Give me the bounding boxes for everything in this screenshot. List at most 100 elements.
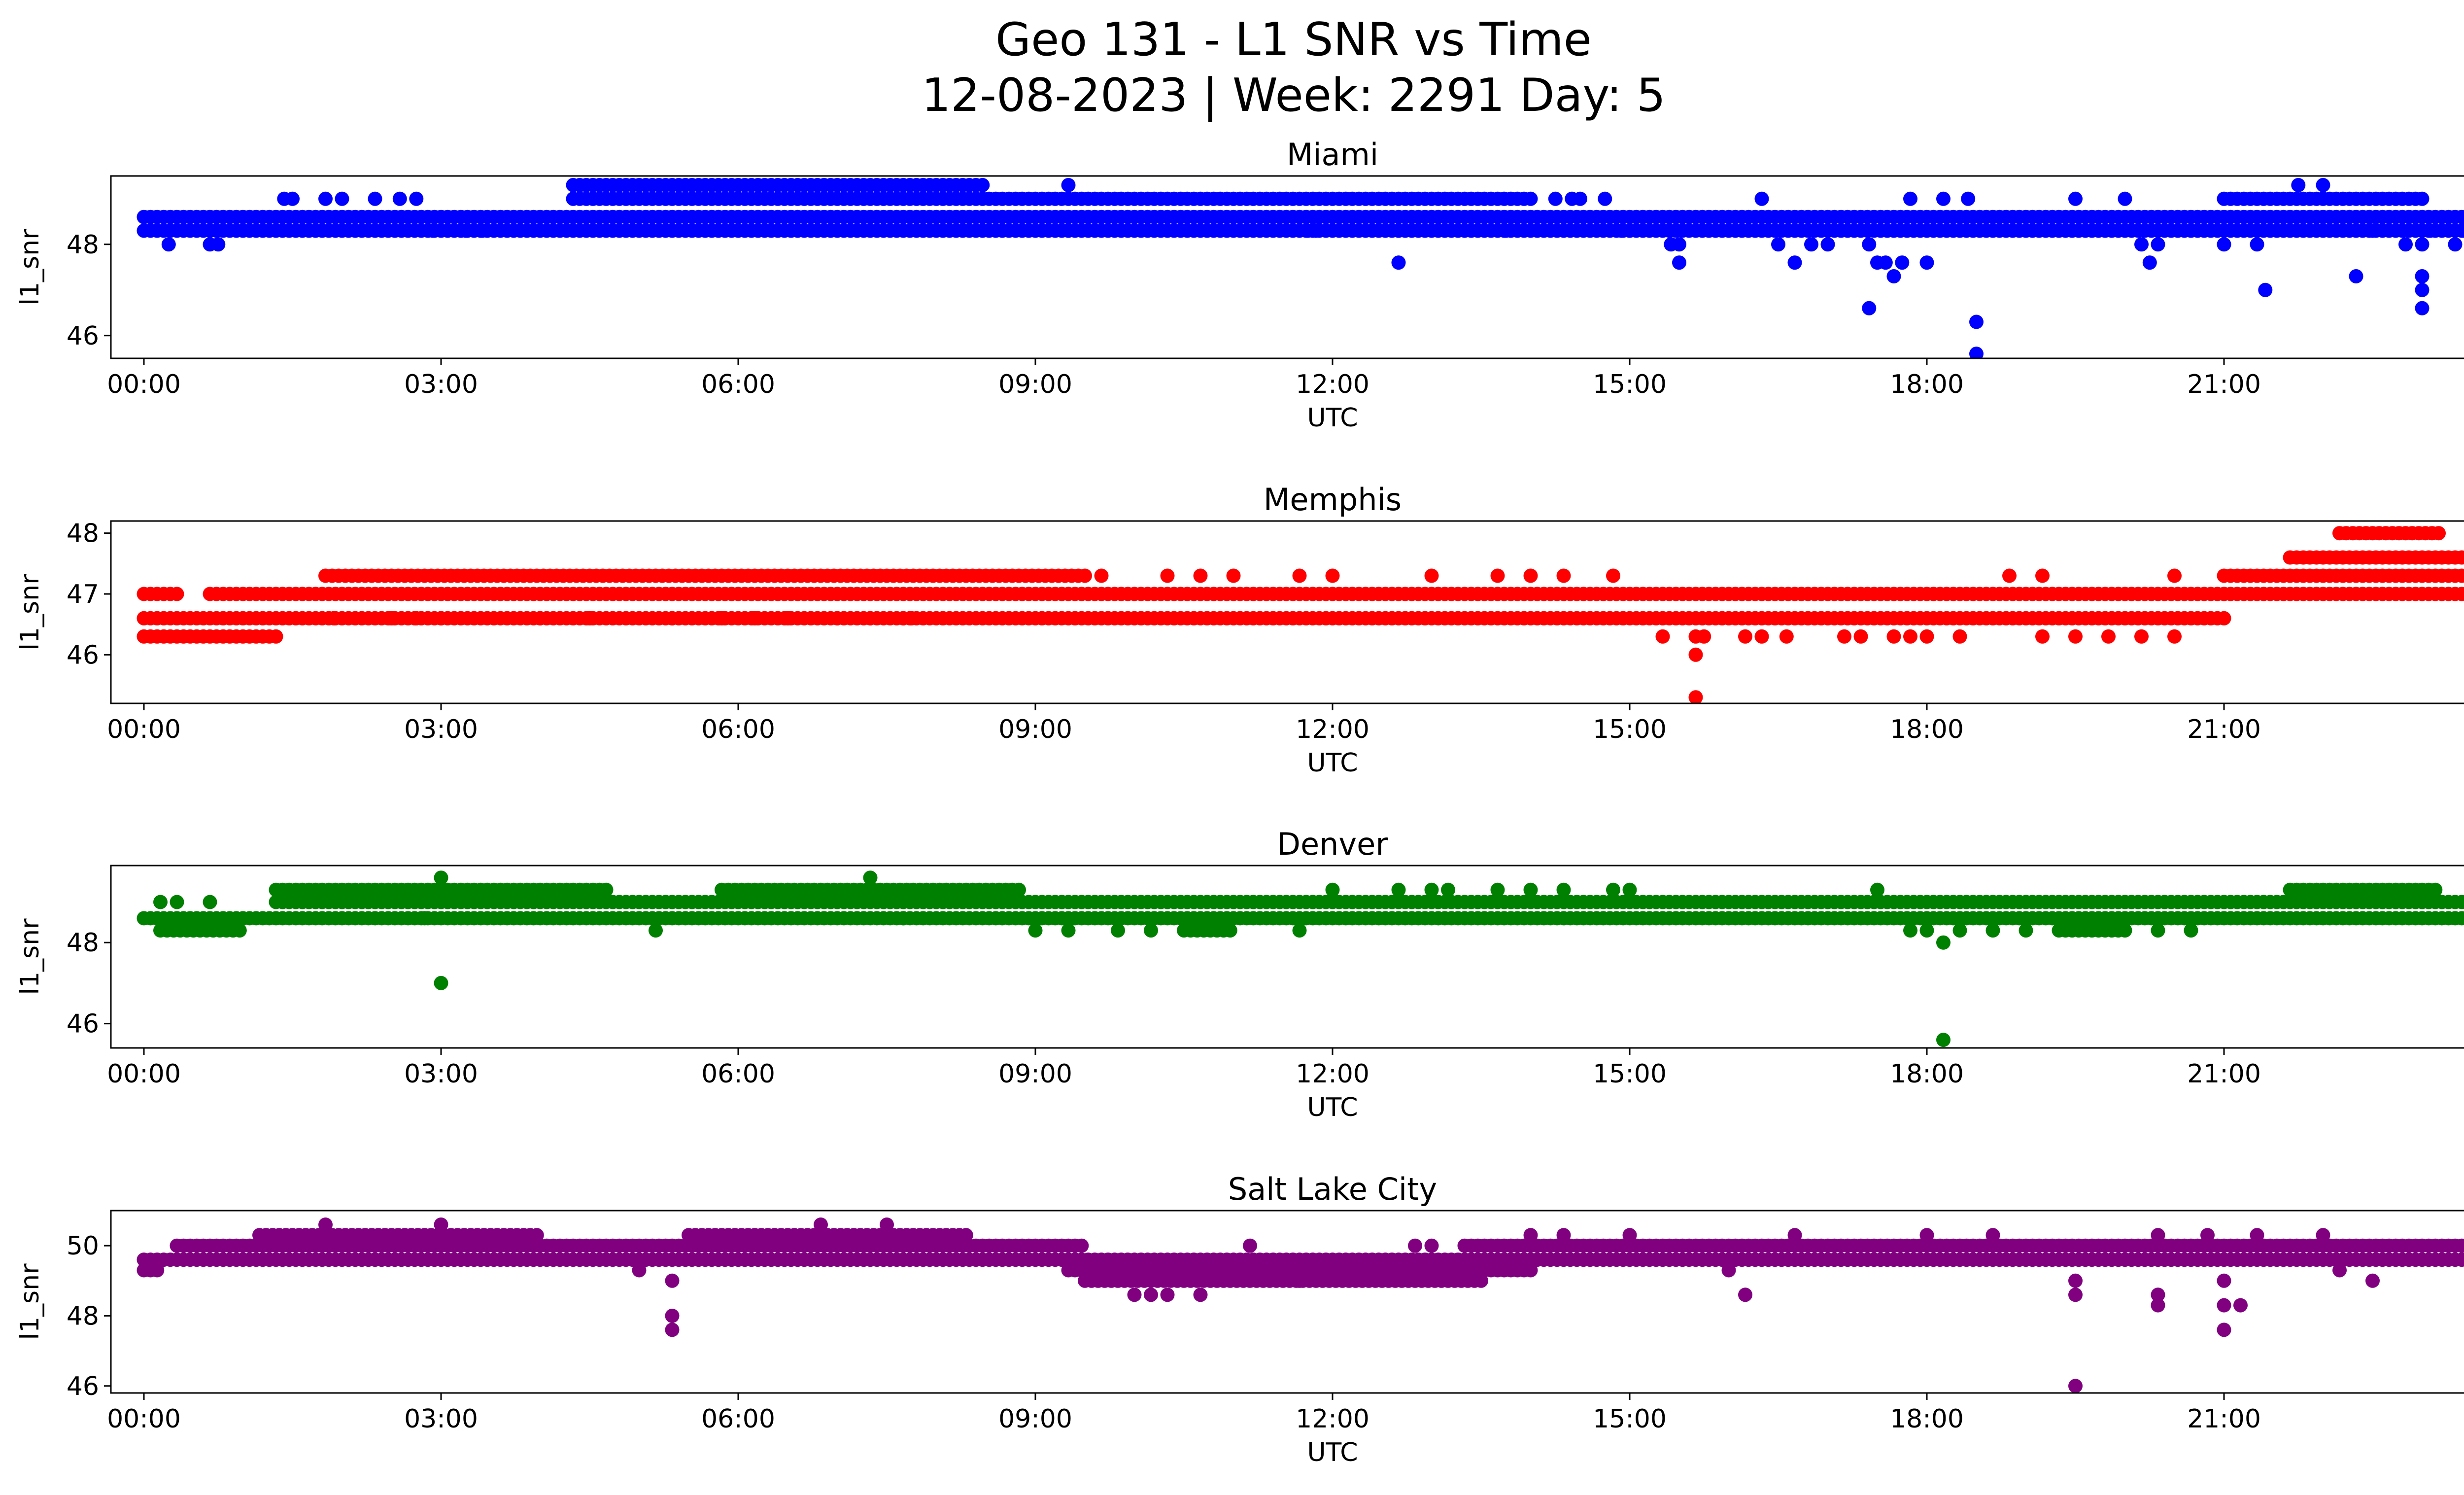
data-point xyxy=(1672,255,1686,270)
data-point xyxy=(1738,629,1752,644)
data-point xyxy=(1490,882,1505,897)
data-point xyxy=(2461,1240,2464,1252)
data-point xyxy=(2349,269,2363,283)
data-point xyxy=(425,223,440,238)
x-tick-label: 00:00 xyxy=(107,370,181,399)
data-point xyxy=(2233,1298,2248,1313)
data-point xyxy=(1985,923,2000,938)
x-tick-label: 21:00 xyxy=(2187,1059,2261,1089)
data-point xyxy=(665,611,680,626)
data-point xyxy=(2217,237,2231,252)
data-point xyxy=(1895,255,1910,270)
data-point xyxy=(1820,237,1835,252)
data-point xyxy=(434,870,448,885)
x-tick-label: 21:00 xyxy=(2187,715,2261,744)
data-point xyxy=(1325,568,1340,583)
data-point xyxy=(1961,191,1976,206)
data-point xyxy=(2454,568,2464,583)
data-point xyxy=(2167,568,2182,583)
data-point xyxy=(1028,923,1043,938)
x-tick-label: 09:00 xyxy=(998,1404,1072,1434)
data-point xyxy=(1985,1228,2000,1243)
data-point xyxy=(1548,191,1563,206)
data-point xyxy=(417,911,432,926)
data-point xyxy=(2151,1298,2165,1313)
data-point xyxy=(1903,191,1917,206)
data-point xyxy=(2217,611,2231,626)
data-point xyxy=(1243,1238,1257,1253)
data-point xyxy=(2250,1228,2264,1243)
data-point xyxy=(1556,882,1571,897)
y-tick-label: 46 xyxy=(67,1009,99,1039)
x-tick-label: 09:00 xyxy=(998,370,1072,399)
data-point xyxy=(1936,935,1951,950)
data-point xyxy=(2415,237,2430,252)
data-point xyxy=(2365,1273,2380,1288)
data-point xyxy=(1936,191,1951,206)
data-point xyxy=(2415,301,2430,315)
data-point xyxy=(2332,1263,2347,1278)
x-tick-label: 00:00 xyxy=(107,1404,181,1434)
data-point xyxy=(2068,1273,2083,1288)
y-tick-label: 46 xyxy=(67,1372,99,1401)
data-point xyxy=(1499,223,1513,238)
data-point xyxy=(368,191,382,206)
data-point xyxy=(1779,629,1794,644)
data-point xyxy=(1573,191,1587,206)
data-point xyxy=(1144,1287,1158,1302)
data-point xyxy=(1598,191,1612,206)
data-point xyxy=(1292,923,1307,938)
data-point xyxy=(392,191,407,206)
data-point xyxy=(1622,882,1637,897)
x-tick-label: 06:00 xyxy=(701,1404,775,1434)
data-point xyxy=(2291,178,2306,192)
data-point xyxy=(1226,568,1241,583)
data-point xyxy=(1903,923,1917,938)
data-point xyxy=(1697,629,1711,644)
x-tick-label: 12:00 xyxy=(1296,1404,1369,1434)
x-tick-label: 18:00 xyxy=(1890,1059,1964,1089)
data-point xyxy=(1424,1238,1439,1253)
data-point xyxy=(1061,178,1076,192)
data-point xyxy=(2365,223,2380,238)
data-point xyxy=(1606,568,1620,583)
figure-title-line1: Geo 131 - L1 SNR vs Time xyxy=(995,13,1592,66)
y-tick-label: 48 xyxy=(67,928,99,958)
data-point xyxy=(434,975,448,990)
x-tick-label: 06:00 xyxy=(701,715,775,744)
scatter-series xyxy=(137,178,2464,358)
data-point xyxy=(2461,552,2464,563)
x-tick-label: 12:00 xyxy=(1296,370,1369,399)
y-tick-label: 47 xyxy=(67,580,99,609)
y-tick-label: 46 xyxy=(67,321,99,351)
data-point xyxy=(830,611,845,626)
data-point xyxy=(649,923,663,938)
scatter-series xyxy=(137,870,2464,1047)
data-point xyxy=(318,191,333,206)
data-point xyxy=(1223,923,1237,938)
y-tick-label: 50 xyxy=(67,1231,99,1261)
data-point xyxy=(2456,223,2464,238)
data-point xyxy=(1325,882,1340,897)
data-point xyxy=(1754,629,1769,644)
data-point xyxy=(599,882,614,897)
data-point xyxy=(1721,1263,1736,1278)
x-tick-label: 06:00 xyxy=(701,1059,775,1089)
data-point xyxy=(318,1217,333,1232)
x-tick-label: 18:00 xyxy=(1890,715,1964,744)
data-point xyxy=(1556,1228,1571,1243)
data-point xyxy=(880,1217,894,1232)
data-point xyxy=(2151,1228,2165,1243)
x-axis-label: UTC xyxy=(1307,1438,1358,1467)
data-point xyxy=(1771,237,1785,252)
figure-title-line2: 12-08-2023 | Week: 2291 Day: 5 xyxy=(922,69,1666,122)
data-point xyxy=(2461,1254,2464,1266)
data-point xyxy=(203,895,217,909)
data-point xyxy=(2454,911,2464,926)
data-point xyxy=(2068,1379,2083,1393)
data-point xyxy=(2151,1287,2165,1302)
data-point xyxy=(2250,237,2264,252)
data-point xyxy=(2167,629,2182,644)
data-point xyxy=(2454,550,2464,565)
